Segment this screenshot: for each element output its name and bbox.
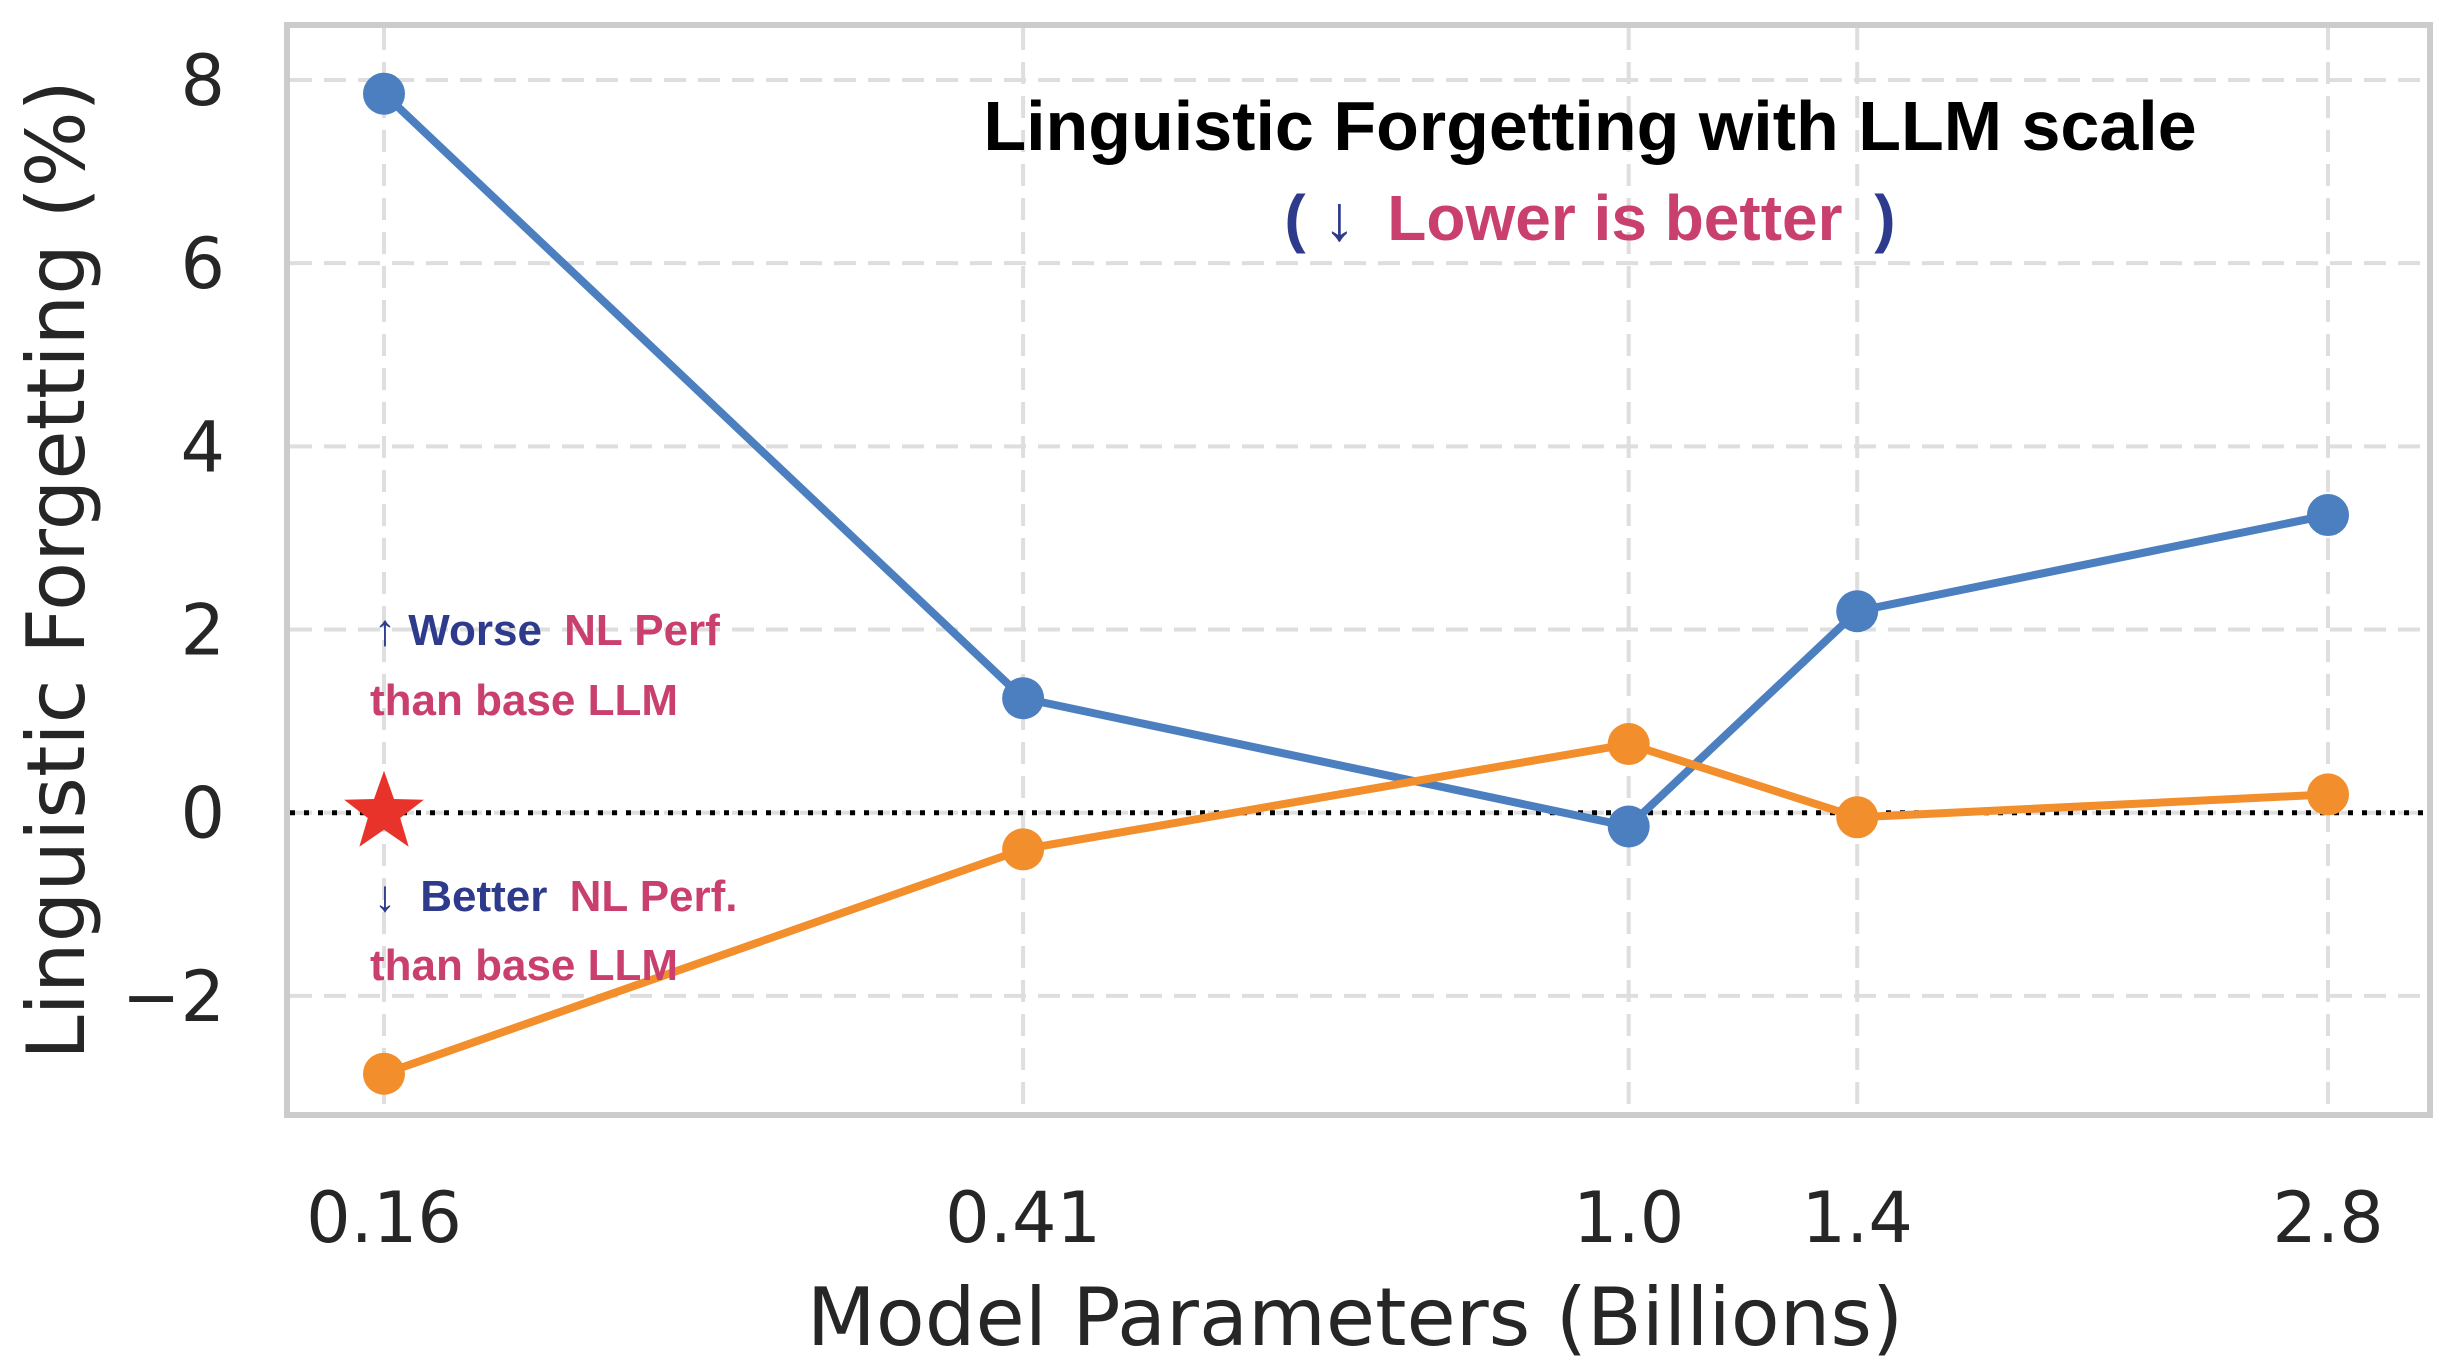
x-tick-1.0: 1.0 [1573,1177,1684,1259]
series-1-point-2.8 [2307,494,2349,537]
y-tick-0: 0 [180,773,225,855]
x-tick-0.41: 0.41 [945,1177,1101,1259]
annotation-better-line1: ↓ Better NL Perf. [374,872,738,921]
annotation-better-line2: than base LLM [370,941,678,990]
y-tick-labels: −2 0 2 4 6 8 [122,40,225,1038]
chart-subtitle: ( ↓ Lower is better ) [1284,182,1895,254]
y-axis-title: Linguistic Forgetting (%) [10,80,103,1060]
series-2-point-0.41 [1002,828,1045,871]
subtitle-open-paren: ( [1284,182,1306,254]
annotation-better-keyword: Better [420,872,547,921]
x-tick-0.16: 0.16 [306,1177,462,1259]
series-2-point-1.0 [1607,723,1650,766]
y-tick-8: 8 [180,40,225,122]
x-tick-1.4: 1.4 [1802,1177,1913,1259]
series-2-point-1.4 [1836,796,1879,839]
baseline-star-marker [344,770,424,847]
annotation-worse-rest: NL Perf [564,606,720,655]
annotation-worse-keyword: Worse [408,606,542,655]
series-group [363,72,2349,1095]
down-arrow-icon: ↓ [374,872,396,921]
chart-title: Linguistic Forgetting with LLM scale [983,87,2196,165]
y-tick-6: 6 [180,223,225,305]
y-tick--2: −2 [122,956,225,1038]
annotation-worse-line2: than base LLM [370,676,678,725]
up-arrow-icon: ↑ [374,606,396,655]
y-tick-2: 2 [180,590,225,672]
series-2-point-0.16 [363,1052,405,1095]
down-arrow-icon: ↓ [1324,182,1356,254]
grid [290,28,2427,1112]
series-1-point-0.16 [363,72,405,115]
subtitle-text: Lower is better [1387,182,1842,254]
annotation-better-rest: NL Perf. [570,872,738,921]
star-icon [344,770,424,847]
series-2-point-2.8 [2307,773,2349,816]
x-tick-2.8: 2.8 [2272,1177,2383,1259]
series-1-point-1.4 [1836,590,1879,633]
series-1-point-0.41 [1002,677,1045,720]
series-1-point-1.0 [1607,805,1650,848]
subtitle-close-paren: ) [1874,182,1895,254]
annotation-worse-line1: ↑ Worse NL Perf [374,606,720,655]
y-tick-4: 4 [180,406,225,488]
x-tick-labels: 0.16 0.41 1.0 1.4 2.8 [306,1177,2384,1259]
x-axis-title: Model Parameters (Billions) [807,1271,1903,1356]
